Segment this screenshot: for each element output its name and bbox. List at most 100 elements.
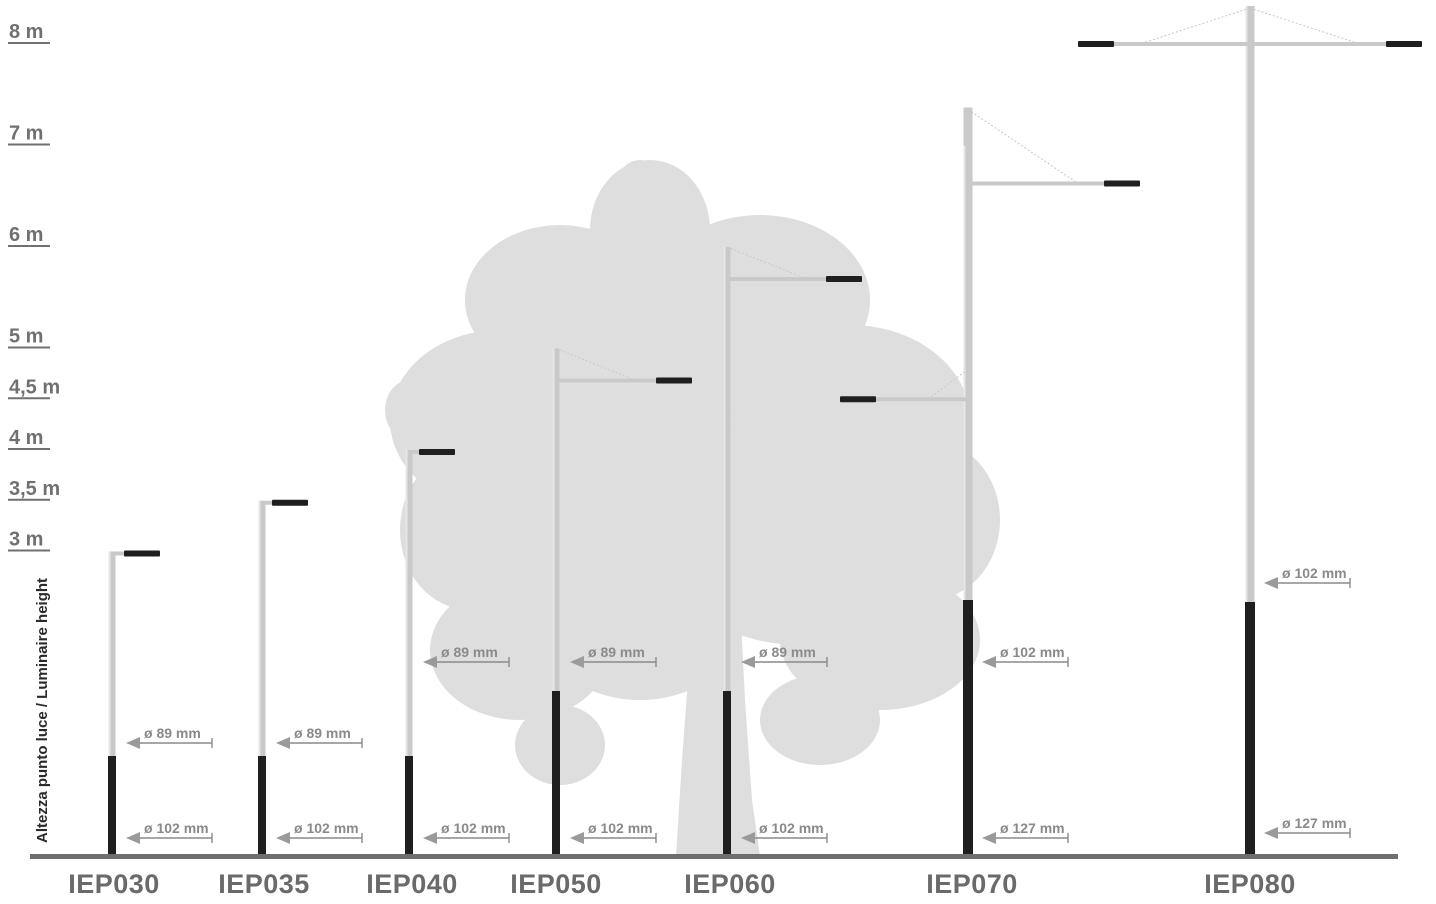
pole-iep040: ø 89 mm ø 102 mm [405, 449, 510, 856]
diameter-label: ø 102 mm [588, 820, 653, 836]
height-scale: 8 m 7 m 6 m 5 m 4,5 m 4 m 3,5 m 3 m [8, 21, 60, 552]
base-diameter: ø 102 mm [423, 820, 510, 844]
bracket-arm [112, 551, 124, 556]
dimension-arrow [423, 832, 437, 844]
base-sleeve [723, 691, 731, 856]
height-label-underline [8, 498, 50, 501]
base-sleeve [405, 756, 413, 856]
dimension-arrow [741, 656, 755, 668]
tie-rod [927, 368, 969, 400]
diameter-label: ø 127 mm [1282, 815, 1347, 831]
tree-silhouette [385, 160, 1000, 856]
height-label-underline [8, 42, 50, 44]
height-label: 6 m [9, 224, 43, 246]
dimension-arrow [276, 737, 290, 749]
bracket-arm-left [876, 397, 968, 402]
bracket-arm-right [968, 181, 1104, 186]
pole-highlight [552, 348, 555, 856]
bracket-arm-right [1250, 42, 1386, 46]
model-labels: IEP030 IEP035 IEP040 IEP050 IEP060 IEP070 IEP0… [68, 869, 1296, 899]
upper-diameter: ø 89 mm [276, 725, 363, 749]
pole-highlight [1245, 6, 1248, 856]
model-label: IEP040 [366, 869, 458, 899]
height-label: 7 m [9, 123, 43, 145]
diameter-label: ø 89 mm [759, 644, 816, 660]
model-label: IEP070 [926, 869, 1018, 899]
height-label: 3,5 m [9, 478, 60, 500]
diameter-label: ø 102 mm [144, 820, 209, 836]
diameter-label: ø 102 mm [441, 820, 506, 836]
luminaire [826, 276, 862, 282]
base-diameter: ø 102 mm [126, 820, 213, 844]
pole-shaft [723, 247, 731, 856]
pole-shaft [963, 145, 973, 856]
tie-rod [1249, 7, 1361, 45]
pole-shaft [1245, 6, 1255, 856]
height-label-underline [8, 346, 50, 349]
pole-highlight [963, 145, 966, 856]
model-label: IEP030 [68, 869, 160, 899]
dimension-arrow [570, 656, 584, 668]
height-label: 4 m [9, 427, 43, 449]
dimension-arrow [276, 832, 290, 844]
pole-shaft [258, 500, 266, 856]
diameter-label: ø 89 mm [144, 725, 201, 741]
base-diameter: ø 127 mm [1264, 815, 1351, 839]
height-label: 8 m [9, 21, 43, 43]
height-label-underline [8, 143, 50, 146]
dimension-arrow [982, 656, 996, 668]
model-label: IEP050 [510, 869, 602, 899]
bracket-arm [727, 277, 826, 281]
upper-diameter: ø 89 mm [423, 644, 510, 668]
ground-line [30, 854, 1398, 859]
pole-top-extension [963, 107, 973, 146]
bracket-arm [556, 378, 656, 383]
pole-shaft [405, 450, 413, 856]
upper-diameter: ø 89 mm [570, 644, 657, 668]
upper-diameter: ø 102 mm [982, 644, 1069, 668]
diameter-label: ø 102 mm [294, 820, 359, 836]
height-label: 4,5 m [9, 376, 60, 398]
model-label: IEP060 [684, 869, 776, 899]
luminaire [1078, 41, 1114, 47]
poles-group: ø 89 mm ø 102 mm ø 89 mm ø 102 mm ø 89 mm ø 1… [108, 6, 1422, 856]
model-label: IEP080 [1204, 869, 1296, 899]
pole-highlight [258, 500, 261, 856]
pole-iep070: ø 102 mm ø 127 mm [840, 107, 1140, 856]
upper-diameter: ø 89 mm [741, 644, 828, 668]
upper-diameter: ø 89 mm [126, 725, 213, 749]
diameter-label: ø 102 mm [1282, 565, 1347, 581]
pole-iep050: ø 89 mm ø 102 mm [552, 348, 692, 856]
height-label: 5 m [9, 326, 43, 348]
base-sleeve [108, 756, 116, 856]
base-diameter: ø 102 mm [570, 820, 657, 844]
luminaire [419, 449, 455, 455]
luminaire [840, 396, 876, 403]
pole-iep035: ø 89 mm ø 102 mm [258, 499, 363, 856]
base-diameter: ø 127 mm [982, 820, 1069, 844]
axis-title: Altezza punto luce / Luminaire height [34, 578, 51, 843]
height-label-underline [8, 245, 50, 247]
dimension-arrow [1264, 577, 1278, 589]
pole-highlight [723, 247, 726, 856]
base-sleeve [258, 756, 266, 856]
pole-shaft [108, 551, 116, 856]
dimension-arrow [741, 832, 755, 844]
height-label-underline [8, 448, 50, 450]
pole-iep080: ø 102 mm ø 127 mm [1078, 6, 1422, 856]
dimension-arrow [126, 737, 140, 749]
dimension-arrow [126, 832, 140, 844]
tie-rod [1139, 7, 1251, 45]
dimension-arrow [570, 832, 584, 844]
bracket-arm-left [1114, 42, 1250, 46]
height-label: 3 m [9, 529, 43, 551]
diameter-label: ø 127 mm [1000, 820, 1065, 836]
height-label-underline [8, 397, 50, 400]
diameter-label: ø 89 mm [588, 644, 645, 660]
upper-diameter: ø 102 mm [1264, 565, 1351, 589]
dimension-arrow [982, 832, 996, 844]
base-sleeve [1245, 602, 1255, 856]
model-label: IEP035 [218, 869, 310, 899]
